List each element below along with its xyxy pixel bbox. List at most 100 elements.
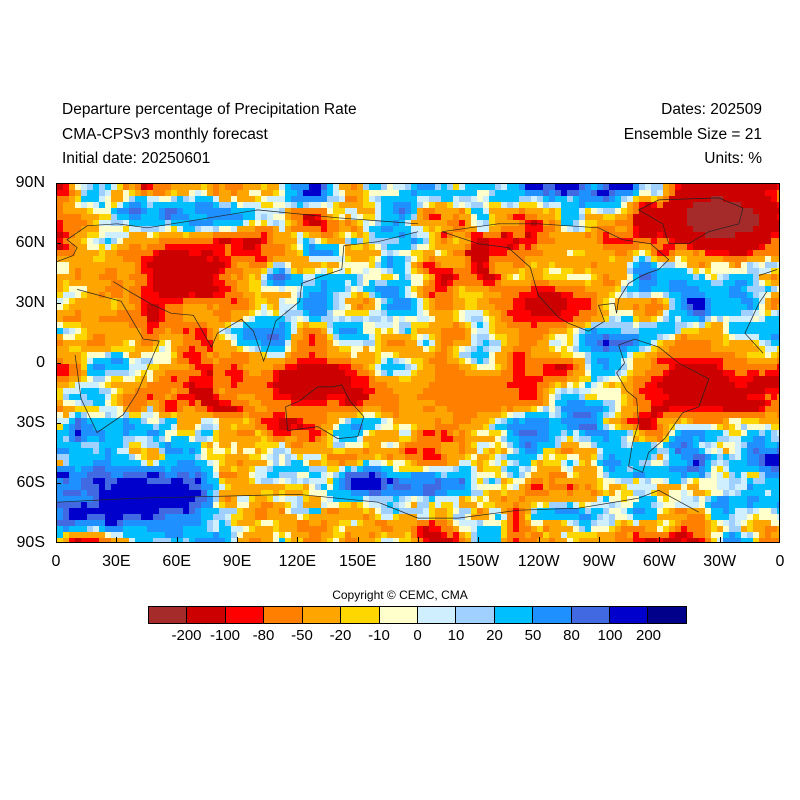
- anomaly-cell: [411, 286, 418, 293]
- anomaly-cell: [207, 430, 214, 437]
- anomaly-cell: [495, 232, 502, 239]
- anomaly-cell: [171, 244, 178, 251]
- anomaly-cell: [249, 352, 256, 359]
- anomaly-cell: [369, 406, 376, 413]
- anomaly-cell: [495, 340, 502, 347]
- anomaly-cell: [123, 250, 130, 257]
- anomaly-cell: [357, 190, 364, 197]
- anomaly-cell: [483, 382, 490, 389]
- anomaly-cell: [717, 292, 724, 299]
- anomaly-cell: [219, 394, 226, 401]
- anomaly-cell: [309, 250, 316, 257]
- anomaly-cell: [543, 256, 550, 263]
- anomaly-cell: [429, 268, 436, 275]
- anomaly-cell: [201, 370, 208, 377]
- anomaly-cell: [525, 382, 532, 389]
- anomaly-cell: [315, 298, 322, 305]
- anomaly-cell: [255, 208, 262, 215]
- anomaly-cell: [603, 202, 610, 209]
- anomaly-cell: [411, 370, 418, 377]
- anomaly-cell: [477, 406, 484, 413]
- anomaly-cell: [237, 226, 244, 233]
- anomaly-cell: [429, 274, 436, 281]
- anomaly-cell: [525, 418, 532, 425]
- anomaly-cell: [99, 256, 106, 263]
- anomaly-cell: [705, 328, 712, 335]
- anomaly-cell: [177, 244, 184, 251]
- anomaly-cell: [615, 310, 622, 317]
- anomaly-cell: [471, 250, 478, 257]
- anomaly-cell: [609, 322, 616, 329]
- anomaly-cell: [87, 304, 94, 311]
- anomaly-cell: [207, 370, 214, 377]
- anomaly-cell: [735, 274, 742, 281]
- anomaly-cell: [99, 364, 106, 371]
- anomaly-cell: [519, 328, 526, 335]
- anomaly-cell: [567, 250, 574, 257]
- anomaly-cell: [609, 202, 616, 209]
- anomaly-cell: [117, 244, 124, 251]
- anomaly-cell: [213, 202, 220, 209]
- anomaly-cell: [81, 382, 88, 389]
- anomaly-cell: [525, 214, 532, 221]
- anomaly-cell: [621, 190, 628, 197]
- anomaly-cell: [321, 202, 328, 209]
- anomaly-cell: [705, 388, 712, 395]
- anomaly-cell: [93, 256, 100, 263]
- anomaly-cell: [117, 370, 124, 377]
- anomaly-cell: [717, 340, 724, 347]
- anomaly-cell: [111, 316, 118, 323]
- anomaly-cell: [597, 364, 604, 371]
- anomaly-cell: [411, 358, 418, 365]
- anomaly-cell: [687, 382, 694, 389]
- anomaly-cell: [405, 250, 412, 257]
- anomaly-cell: [213, 424, 220, 431]
- anomaly-cell: [105, 310, 112, 317]
- anomaly-cell: [765, 364, 772, 371]
- anomaly-cell: [543, 412, 550, 419]
- anomaly-cell: [597, 220, 604, 227]
- anomaly-cell: [687, 226, 694, 233]
- anomaly-cell: [531, 346, 538, 353]
- anomaly-cell: [759, 214, 766, 221]
- anomaly-cell: [735, 352, 742, 359]
- anomaly-cell: [327, 184, 334, 191]
- anomaly-cell: [471, 238, 478, 245]
- anomaly-cell: [297, 334, 304, 341]
- anomaly-cell: [165, 418, 172, 425]
- anomaly-cell: [189, 250, 196, 257]
- anomaly-cell: [261, 394, 268, 401]
- anomaly-cell: [639, 346, 646, 353]
- anomaly-cell: [447, 226, 454, 233]
- anomaly-cell: [279, 400, 286, 407]
- anomaly-cell: [159, 412, 166, 419]
- anomaly-cell: [693, 208, 700, 215]
- anomaly-cell: [285, 280, 292, 287]
- anomaly-cell: [447, 418, 454, 425]
- anomaly-cell: [273, 286, 280, 293]
- anomaly-cell: [279, 424, 286, 431]
- anomaly-cell: [435, 244, 442, 251]
- anomaly-cell: [201, 286, 208, 293]
- anomaly-cell: [747, 286, 754, 293]
- anomaly-cell: [579, 196, 586, 203]
- anomaly-cell: [171, 394, 178, 401]
- anomaly-cell: [585, 214, 592, 221]
- anomaly-cell: [519, 370, 526, 377]
- anomaly-cell: [771, 412, 778, 419]
- anomaly-cell: [513, 412, 520, 419]
- anomaly-cell: [453, 352, 460, 359]
- anomaly-cell: [363, 232, 370, 239]
- anomaly-cell: [477, 268, 484, 275]
- anomaly-cell: [519, 382, 526, 389]
- anomaly-cell: [591, 226, 598, 233]
- anomaly-cell: [651, 280, 658, 287]
- map-title: Departure percentage of Precipitation Ra…: [62, 101, 357, 118]
- anomaly-cell: [225, 328, 232, 335]
- anomaly-cell: [147, 202, 154, 209]
- anomaly-cell: [681, 304, 688, 311]
- anomaly-cell: [201, 190, 208, 197]
- anomaly-cell: [105, 268, 112, 275]
- anomaly-cell: [249, 196, 256, 203]
- anomaly-cell: [111, 424, 118, 431]
